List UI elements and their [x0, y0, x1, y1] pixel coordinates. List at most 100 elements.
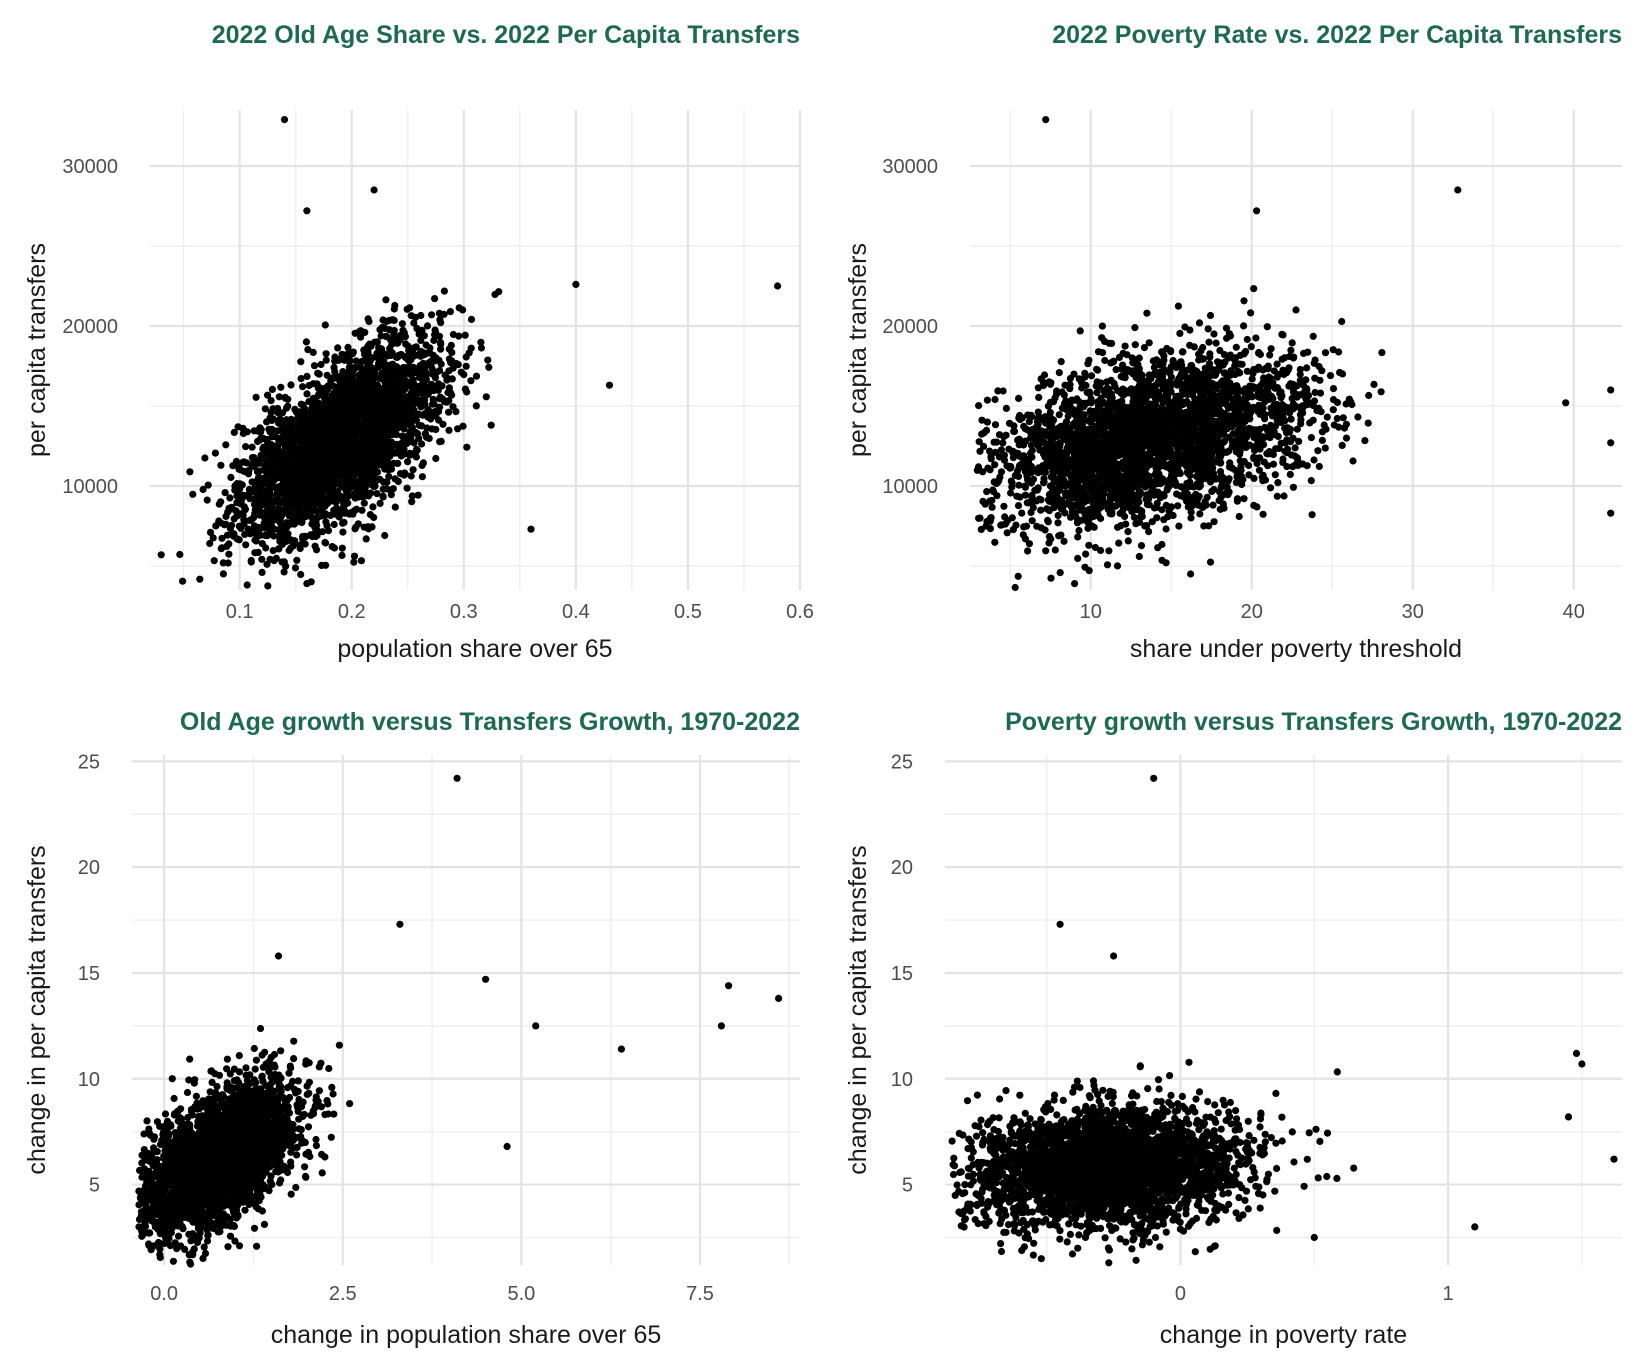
scatter-point — [323, 371, 331, 379]
scatter-point — [243, 428, 251, 436]
scatter-point — [487, 421, 495, 429]
scatter-point — [280, 116, 289, 124]
scatter-point — [441, 371, 449, 379]
scatter-point — [1338, 441, 1346, 449]
scatter-point — [1326, 372, 1335, 380]
scatter-point — [379, 462, 387, 470]
scatter-point — [241, 530, 249, 539]
scatter-point — [1174, 502, 1182, 510]
x-tick-label: 0.3 — [450, 601, 478, 623]
scatter-point — [364, 315, 372, 323]
scatter-point — [285, 546, 293, 555]
scatter-point — [281, 472, 290, 480]
scatter-point — [293, 448, 301, 456]
scatter-point — [995, 431, 1004, 439]
scatter-point — [268, 385, 276, 393]
scatter-point — [256, 531, 264, 540]
scatter-point — [360, 346, 368, 354]
scatter-point — [375, 447, 383, 455]
scatter-point — [1259, 510, 1267, 518]
scatter-point — [312, 532, 320, 541]
scatter-point — [206, 528, 215, 537]
scatter-point — [388, 388, 396, 396]
scatter-point — [368, 450, 376, 458]
scatter-point — [1295, 437, 1303, 445]
scatter-point — [222, 441, 230, 449]
scatter-point — [360, 424, 368, 432]
scatter-point — [291, 405, 299, 413]
scatter-point — [222, 520, 230, 528]
y-tick-label: 30000 — [62, 156, 118, 178]
scatter-point — [334, 417, 342, 425]
scatter-point — [341, 509, 349, 517]
scatter-point — [1264, 427, 1272, 435]
scatter-point — [217, 461, 225, 469]
scatter-point — [1349, 457, 1357, 465]
scatter-point — [449, 403, 457, 411]
scatter-point — [281, 393, 289, 401]
scatter-point — [387, 365, 395, 373]
scatter-point — [310, 455, 318, 463]
scatter-point — [359, 459, 367, 467]
scatter-point — [357, 333, 365, 341]
scatter-point — [1329, 346, 1337, 354]
scatter-point — [1206, 558, 1215, 566]
scatter-point — [318, 561, 326, 570]
scatter-point — [1090, 523, 1098, 531]
scatter-point — [239, 458, 247, 466]
y-tick-label: 10000 — [882, 476, 938, 498]
scatter-point — [454, 425, 462, 433]
scatter-point — [412, 313, 420, 321]
scatter-point — [491, 290, 499, 299]
x-axis-title: population share over 65 — [337, 635, 612, 663]
scatter-point — [462, 353, 470, 361]
scatter-point — [349, 466, 357, 474]
scatter-point — [435, 332, 444, 340]
scatter-point — [1260, 458, 1268, 466]
scatter-point — [321, 321, 329, 329]
scatter-point — [319, 407, 327, 415]
scatter-point — [1247, 343, 1255, 351]
scatter-point — [419, 379, 427, 387]
scatter-point — [472, 402, 480, 410]
scatter-point — [303, 580, 311, 588]
scatter-point — [314, 421, 323, 429]
scatter-point — [1160, 516, 1168, 524]
scatter-point — [1101, 356, 1109, 365]
scatter-point — [347, 457, 355, 465]
scatter-point — [467, 344, 475, 352]
scatter-point — [391, 503, 399, 511]
scatter-point — [262, 517, 270, 525]
scatter-point — [357, 380, 365, 388]
scatter-point — [186, 468, 194, 476]
scatter-point — [1081, 369, 1089, 377]
scatter-point — [1085, 541, 1093, 549]
scatter-point — [251, 526, 259, 534]
scatter-point — [1003, 529, 1011, 537]
scatter-point — [330, 520, 338, 529]
scatter-point — [438, 382, 446, 390]
scatter-point — [307, 513, 315, 521]
scatter-point — [388, 424, 396, 432]
scatter-point — [256, 502, 265, 510]
scatter-point — [313, 526, 321, 534]
scatter-point — [1315, 462, 1323, 471]
scatter-point — [179, 577, 187, 585]
scatter-point — [420, 394, 428, 402]
scatter-point — [387, 351, 395, 359]
scatter-point — [287, 426, 296, 434]
scatter-point — [437, 319, 445, 327]
scatter-point — [423, 322, 432, 330]
scatter-point — [572, 280, 580, 288]
scatter-point — [297, 426, 305, 434]
scatter-point — [467, 315, 476, 323]
scatter-point — [1250, 285, 1258, 293]
scatter-point — [338, 423, 346, 431]
scatter-point — [314, 391, 322, 399]
scatter-point — [377, 346, 385, 354]
scatter-point — [287, 381, 295, 389]
scatter-points — [973, 116, 1615, 592]
scatter-point — [326, 434, 334, 442]
y-axis-title: per capita transfers — [844, 243, 872, 457]
